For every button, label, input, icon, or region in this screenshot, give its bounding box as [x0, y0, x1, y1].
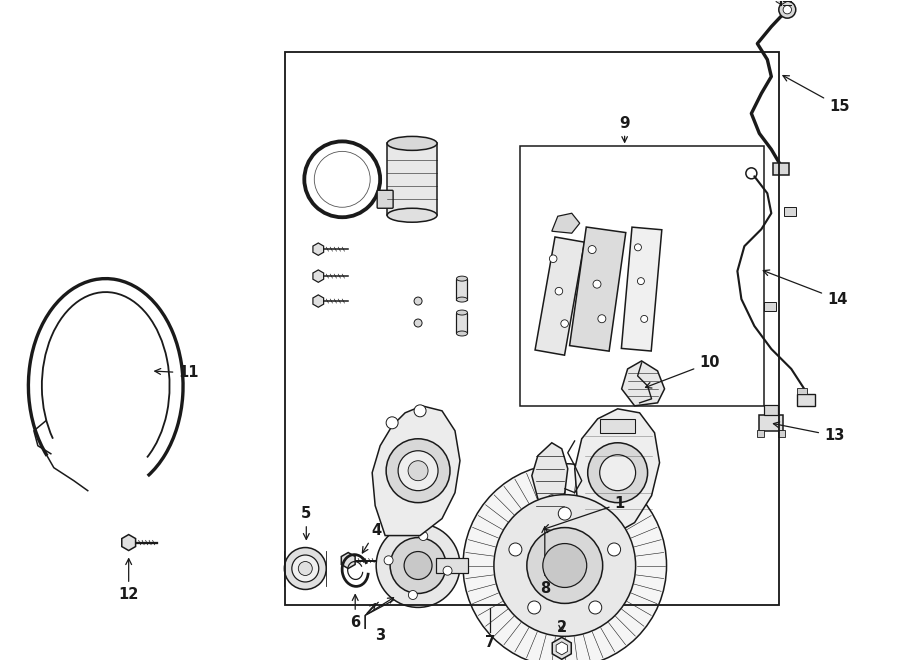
- Polygon shape: [373, 406, 460, 535]
- Circle shape: [548, 494, 556, 502]
- Ellipse shape: [456, 331, 467, 336]
- Text: 2: 2: [557, 620, 567, 635]
- Circle shape: [384, 556, 393, 564]
- Circle shape: [386, 439, 450, 502]
- Text: 6: 6: [350, 595, 360, 630]
- Circle shape: [418, 531, 427, 541]
- Circle shape: [783, 5, 791, 14]
- Circle shape: [543, 543, 587, 588]
- Circle shape: [494, 494, 635, 637]
- Circle shape: [463, 464, 667, 661]
- Text: 4: 4: [363, 523, 382, 553]
- Polygon shape: [536, 237, 584, 355]
- Polygon shape: [313, 243, 324, 255]
- Ellipse shape: [292, 555, 319, 582]
- Bar: [784, 208, 796, 216]
- Polygon shape: [313, 270, 324, 282]
- Bar: [285, 52, 779, 605]
- Bar: [520, 146, 764, 406]
- Circle shape: [641, 315, 648, 323]
- Bar: [758, 430, 764, 437]
- Circle shape: [376, 524, 460, 607]
- Text: 14: 14: [763, 270, 848, 307]
- Ellipse shape: [456, 297, 467, 302]
- Text: 7: 7: [485, 635, 495, 650]
- Circle shape: [549, 255, 557, 262]
- Text: 1: 1: [544, 496, 625, 530]
- Circle shape: [599, 455, 635, 490]
- Circle shape: [390, 537, 446, 594]
- Text: 9: 9: [619, 116, 630, 132]
- Ellipse shape: [456, 276, 467, 281]
- Bar: [797, 394, 815, 406]
- Text: 8: 8: [540, 527, 550, 596]
- Circle shape: [593, 280, 601, 288]
- Polygon shape: [556, 642, 567, 655]
- Polygon shape: [341, 553, 356, 568]
- Ellipse shape: [387, 208, 437, 222]
- Circle shape: [555, 288, 562, 295]
- Circle shape: [414, 319, 422, 327]
- Text: 3: 3: [375, 628, 385, 643]
- Bar: [764, 302, 777, 311]
- Polygon shape: [776, 0, 787, 5]
- Text: 5: 5: [302, 506, 311, 539]
- Polygon shape: [552, 214, 580, 233]
- Circle shape: [561, 320, 569, 327]
- Circle shape: [589, 601, 602, 614]
- Ellipse shape: [456, 310, 467, 315]
- Circle shape: [558, 507, 572, 520]
- FancyBboxPatch shape: [377, 190, 393, 208]
- Polygon shape: [570, 227, 626, 351]
- Circle shape: [598, 315, 606, 323]
- Bar: [387, 143, 437, 215]
- Circle shape: [527, 601, 541, 614]
- Bar: [797, 388, 807, 394]
- Text: 11: 11: [155, 366, 199, 381]
- Bar: [778, 430, 786, 437]
- Polygon shape: [621, 227, 662, 351]
- Bar: [456, 313, 467, 334]
- Bar: [436, 557, 468, 574]
- Ellipse shape: [298, 561, 312, 576]
- Bar: [760, 415, 783, 431]
- Circle shape: [588, 246, 596, 254]
- Circle shape: [588, 443, 648, 502]
- Polygon shape: [532, 443, 568, 519]
- Bar: [456, 278, 467, 299]
- Text: 13: 13: [773, 422, 844, 444]
- Circle shape: [778, 1, 796, 18]
- Circle shape: [398, 451, 438, 490]
- Bar: [773, 163, 789, 175]
- Text: 15: 15: [783, 75, 850, 114]
- Ellipse shape: [284, 547, 327, 590]
- Text: 10: 10: [645, 356, 720, 388]
- Text: 12: 12: [119, 559, 139, 602]
- Circle shape: [508, 543, 522, 556]
- Circle shape: [386, 417, 398, 429]
- Circle shape: [414, 405, 426, 417]
- Bar: [599, 419, 634, 433]
- Bar: [764, 405, 778, 415]
- Ellipse shape: [387, 136, 437, 151]
- Circle shape: [414, 297, 422, 305]
- Polygon shape: [622, 361, 664, 406]
- Circle shape: [526, 527, 603, 603]
- Circle shape: [608, 543, 621, 556]
- Circle shape: [634, 244, 642, 251]
- Circle shape: [408, 461, 428, 481]
- Circle shape: [443, 566, 452, 575]
- Polygon shape: [575, 409, 660, 535]
- Polygon shape: [122, 535, 136, 551]
- Polygon shape: [313, 295, 324, 307]
- Circle shape: [409, 590, 418, 600]
- Circle shape: [404, 551, 432, 580]
- Circle shape: [637, 278, 644, 285]
- Polygon shape: [553, 637, 572, 659]
